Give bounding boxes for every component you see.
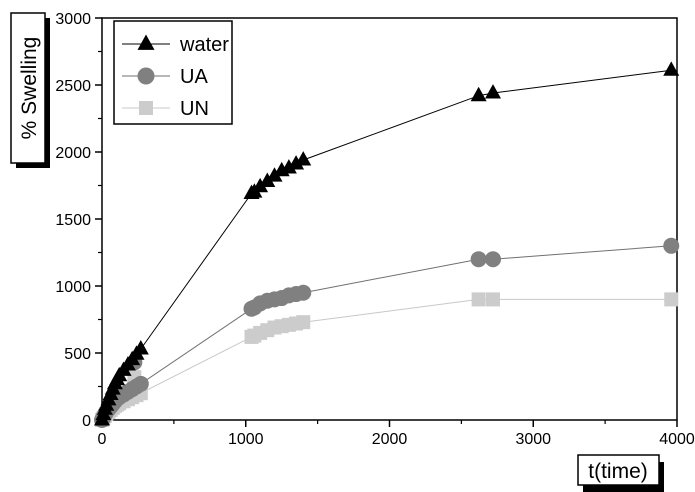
data-point-ua (132, 375, 149, 392)
legend-marker-un (139, 101, 153, 115)
legend-item-un: UN (122, 98, 209, 120)
y-tick-label: 1000 (55, 279, 91, 296)
series-line-ua (101, 245, 672, 421)
data-point-un (664, 292, 679, 307)
x-tick-label: 0 (98, 431, 107, 448)
data-point-water (280, 159, 297, 174)
x-tick-label: 3000 (515, 431, 551, 448)
data-point-ua (470, 251, 487, 268)
data-point-water (132, 340, 149, 355)
legend-label: water (179, 34, 229, 56)
legend-marker-water (137, 34, 155, 50)
legend-item-water: water (122, 34, 229, 56)
data-point-water (295, 151, 312, 166)
series-markers (94, 61, 680, 428)
data-point-un (486, 292, 500, 307)
legend: water UA UN (113, 20, 233, 125)
axis-tick-labels: 0 1000 2000 3000 4000 0 500 1000 1500 2000 2500 300… (55, 11, 694, 448)
legend-item-ua: UA (122, 66, 208, 88)
data-point-un (471, 292, 486, 307)
y-tick-label: 3000 (55, 11, 91, 28)
y-axis-title-box: % Swelling (10, 12, 50, 168)
y-axis-title-frame (10, 12, 46, 164)
legend-items: water UA UN (122, 34, 229, 120)
x-axis-title: t(time) (588, 460, 648, 483)
data-point-water (485, 84, 501, 99)
series-points-water (94, 61, 680, 426)
x-axis-title-box: t(time) (577, 454, 664, 492)
data-point-un (296, 315, 311, 330)
data-point-ua (295, 284, 312, 301)
y-tick-label: 2500 (55, 78, 91, 95)
legend-box (113, 20, 233, 125)
x-tick-label: 2000 (372, 431, 408, 448)
data-point-water (252, 177, 269, 193)
data-point-water (288, 155, 305, 170)
y-tick-label: 2000 (55, 145, 91, 162)
series-line-un (101, 298, 672, 421)
y-tick-label: 500 (64, 346, 91, 363)
legend-label: UN (180, 98, 209, 120)
y-tick-label: 0 (82, 413, 91, 430)
data-point-water (259, 172, 276, 187)
series-points-un (95, 292, 679, 427)
data-point-water (266, 167, 283, 182)
y-axis-title: % Swelling (18, 37, 41, 140)
y-tick-label: 1500 (55, 212, 91, 229)
x-axis-title-frame (577, 454, 660, 486)
data-point-water (470, 86, 487, 102)
x-tick-label: 1000 (228, 431, 264, 448)
legend-label: UA (180, 66, 208, 88)
series-points-ua (94, 237, 680, 428)
data-point-water (663, 61, 680, 76)
x-tick-label: 4000 (659, 431, 695, 448)
data-point-ua (485, 251, 501, 268)
data-point-ua (663, 237, 680, 254)
legend-marker-ua (137, 67, 155, 85)
